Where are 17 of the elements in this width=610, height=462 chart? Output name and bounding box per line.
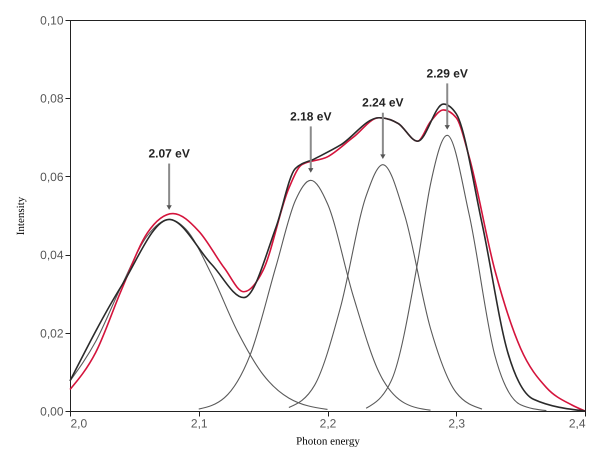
y-tick-label: 0,04 bbox=[40, 248, 64, 262]
annotation: 2.18 eV bbox=[290, 109, 332, 124]
y-tick-label: 0,00 bbox=[40, 404, 64, 418]
x-tick-label: 2,0 bbox=[70, 416, 88, 430]
y-tick-label: 0,06 bbox=[40, 170, 64, 184]
annotation: 2.24 eV bbox=[362, 96, 404, 110]
annotation: 2.29 eV bbox=[426, 66, 468, 80]
x-tick-label: 2,4 bbox=[568, 416, 586, 430]
y-axis-title: Intensity bbox=[15, 196, 28, 236]
x-tick-label: 2,3 bbox=[448, 416, 466, 430]
y-tick-label: 0,02 bbox=[40, 326, 64, 340]
x-tick-label: 2,2 bbox=[320, 416, 337, 430]
x-axis-title: Photon energy bbox=[296, 436, 360, 448]
annotation: 2.07 eV bbox=[148, 146, 190, 161]
y-tick-label: 0,08 bbox=[40, 92, 64, 106]
y-tick-label: 0,10 bbox=[40, 14, 64, 28]
x-tick-label: 2,1 bbox=[190, 416, 208, 430]
